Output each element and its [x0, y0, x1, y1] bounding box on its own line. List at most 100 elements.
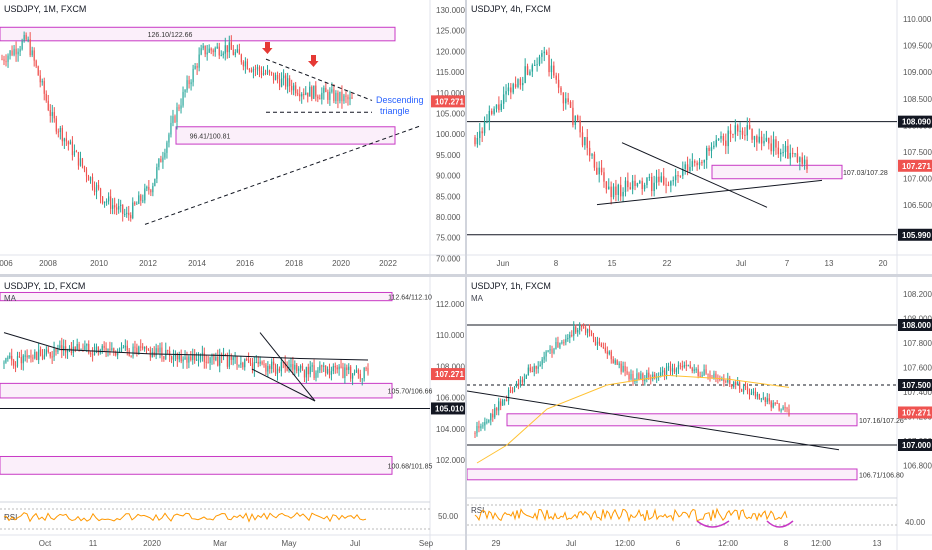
candle-down: [325, 365, 327, 374]
candle-up: [517, 79, 519, 88]
candle-up: [758, 136, 760, 143]
candle-down: [57, 131, 59, 133]
candle-up: [63, 138, 65, 142]
panel-daily[interactable]: 112.000 110.000 108.000 106.000 104.000 102.0…: [0, 277, 465, 550]
supply-demand-zone: [711, 164, 843, 180]
candle-down: [5, 61, 7, 63]
price-tick-label: 106.800: [903, 462, 932, 471]
candle-down: [160, 158, 162, 163]
candle-down: [11, 355, 13, 361]
candle-up: [522, 83, 524, 86]
candle-down: [307, 92, 309, 97]
monthly-chart[interactable]: 130.000 125.000 120.000 115.000 110.000 105.0…: [0, 0, 465, 274]
candle-up: [184, 90, 186, 93]
candle-down: [264, 72, 267, 74]
candle-down: [269, 366, 271, 370]
candle-down: [218, 46, 220, 56]
candle-up: [124, 213, 126, 215]
candle-down: [365, 367, 367, 369]
candle-down: [311, 86, 313, 99]
candle-up: [232, 357, 234, 361]
panel-monthly[interactable]: 130.000 125.000 120.000 115.000 110.000 105.0…: [0, 0, 465, 274]
price-tick-label: 108.000: [436, 362, 465, 371]
candle-up: [513, 387, 516, 392]
candle-up: [21, 40, 23, 50]
candle-up: [584, 137, 586, 146]
candle-up: [799, 157, 801, 162]
1h-chart[interactable]: 108.200 108.000 107.800 107.600 107.400 107.2…: [467, 277, 932, 550]
4h-chart[interactable]: 110.000109.500109.000108.500108.000107.5…: [467, 0, 932, 274]
candle-up: [294, 364, 296, 370]
rsi-tick-label: 50.00: [438, 512, 459, 521]
candle-down: [203, 352, 205, 362]
candle-up: [9, 50, 11, 56]
candle-down: [509, 389, 512, 392]
candle-up: [331, 89, 333, 92]
candle-down: [751, 128, 753, 140]
current-price-label: 107.271: [902, 408, 931, 417]
time-tick-label: 2016: [236, 259, 254, 268]
candle-down: [134, 202, 136, 205]
candle-down: [737, 125, 739, 132]
candle-down: [612, 359, 614, 364]
price-tick-label: 107.800: [903, 339, 932, 348]
candle-down: [313, 365, 315, 379]
current-price-label: 107.271: [435, 370, 464, 379]
pane-separator-horizontal[interactable]: [0, 274, 932, 277]
candle-down: [113, 348, 115, 352]
ma-indicator-label[interactable]: MA: [4, 294, 16, 303]
candle-down: [774, 402, 776, 404]
candle-down: [74, 346, 76, 350]
candle-down: [350, 366, 352, 379]
candle-up: [550, 65, 553, 73]
candle-up: [684, 164, 686, 169]
pattern-annotation: Descending: [376, 95, 424, 105]
candle-down: [317, 96, 319, 99]
candle-down: [616, 360, 618, 365]
candle-up: [111, 348, 113, 350]
time-tick-label: 2022: [379, 259, 397, 268]
candle-down: [787, 145, 789, 159]
candle-up: [309, 366, 311, 375]
panel-1h[interactable]: 108.200 108.000 107.800 107.600 107.400 107.2…: [467, 277, 932, 550]
candle-up: [519, 379, 522, 386]
candle-down: [261, 361, 263, 364]
candle-down: [744, 386, 747, 388]
time-tick-label: 2012: [139, 259, 157, 268]
candle-down: [583, 326, 585, 328]
candle-up: [665, 366, 668, 377]
candle-up: [305, 92, 307, 95]
candle-down: [163, 356, 165, 359]
price-tick-label: 107.400: [903, 388, 932, 397]
candle-down: [776, 402, 778, 404]
panel-4h[interactable]: 110.000109.500109.000108.500108.000107.5…: [467, 0, 932, 274]
candle-up: [7, 55, 9, 62]
time-tick-label: 13: [873, 539, 882, 548]
candle-up: [344, 367, 346, 378]
candle-down: [569, 101, 572, 108]
candle-down: [581, 324, 583, 327]
current-price-tag: [898, 406, 932, 419]
time-tick-label: Jul: [350, 539, 360, 548]
candle-down: [744, 134, 746, 136]
candle-up: [252, 68, 255, 72]
candle-up: [353, 372, 356, 374]
candle-up: [186, 80, 188, 91]
candle-up: [486, 421, 488, 423]
candle-down: [194, 354, 196, 361]
candle-up: [539, 364, 541, 367]
candle-down: [134, 346, 136, 348]
candle-down: [707, 373, 709, 375]
candle-down: [49, 352, 51, 357]
candle-down: [327, 92, 329, 100]
candle-up: [479, 131, 481, 138]
candle-down: [268, 70, 271, 73]
candle-down: [128, 212, 130, 216]
daily-chart[interactable]: 112.000 110.000 108.000 106.000 104.000 102.0…: [0, 277, 465, 550]
ma-indicator-label[interactable]: MA: [471, 294, 483, 303]
candle-up: [691, 161, 694, 167]
candle-down: [36, 352, 38, 360]
candle-up: [598, 167, 600, 175]
candle-down: [514, 84, 517, 88]
candle-down: [55, 348, 57, 352]
